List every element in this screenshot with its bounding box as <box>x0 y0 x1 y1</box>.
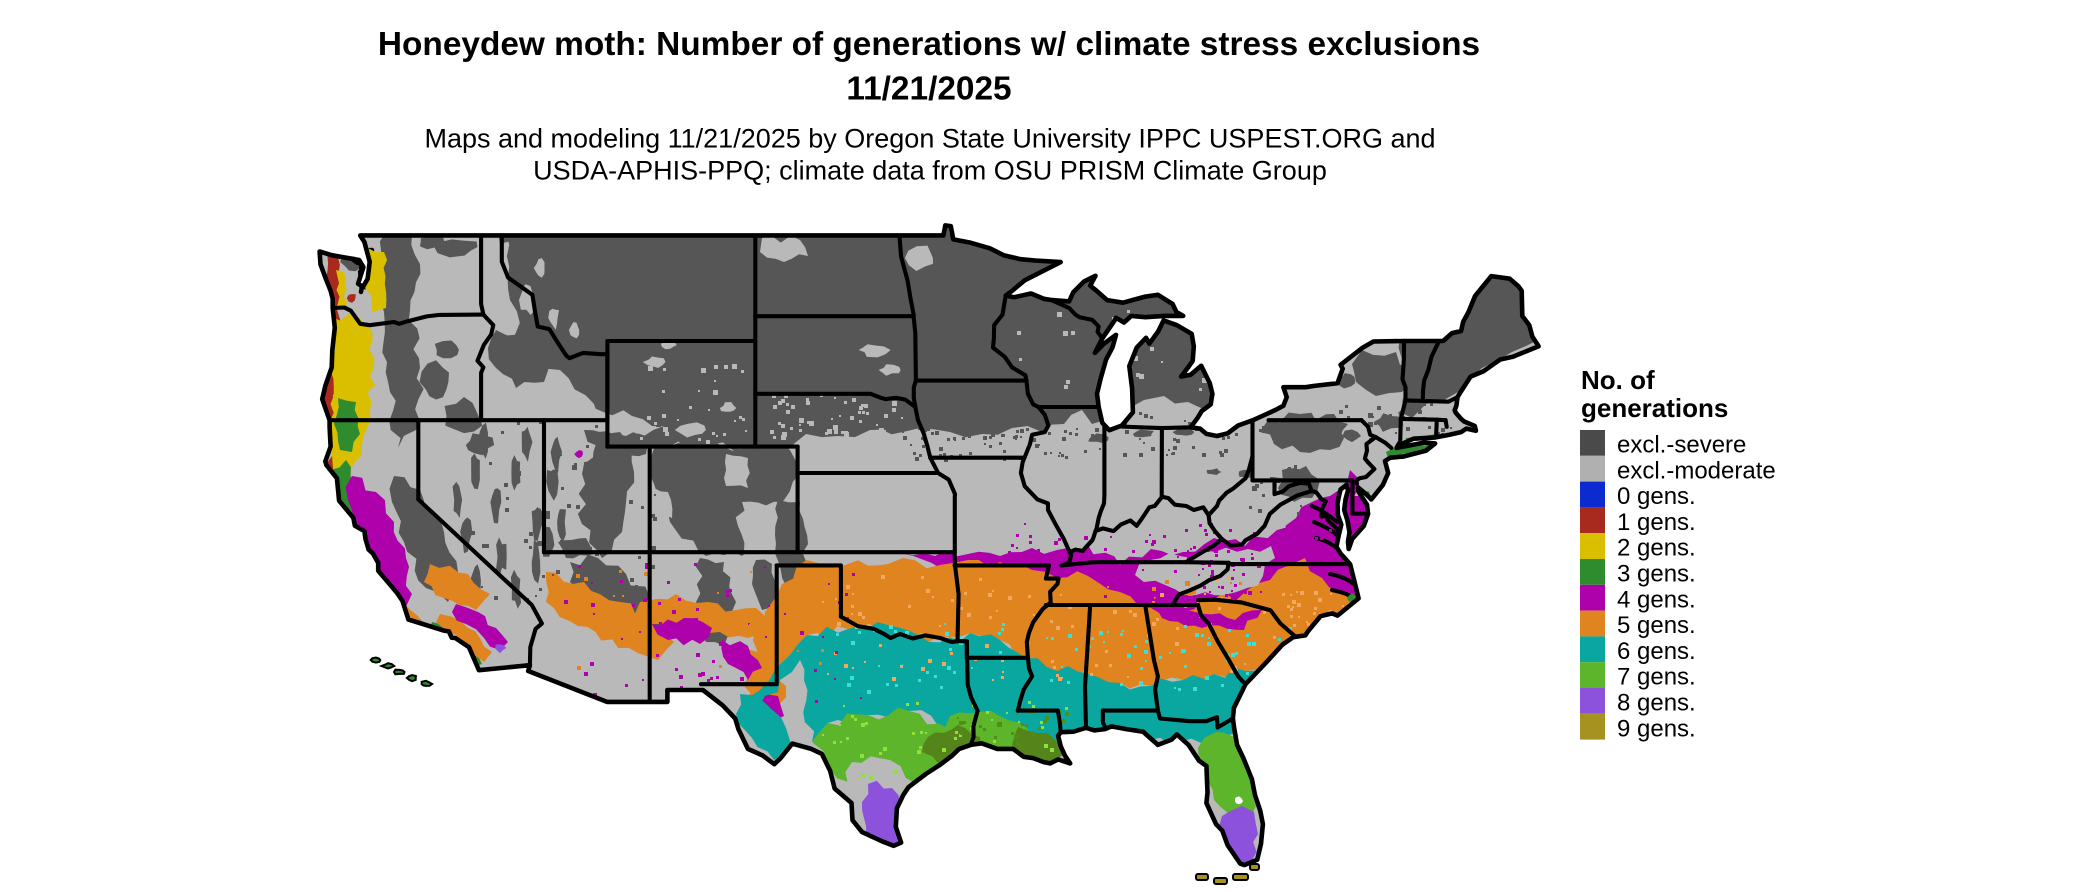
svg-text:7 gens.: 7 gens. <box>1617 664 1696 691</box>
svg-text:9 gens.: 9 gens. <box>1617 715 1696 742</box>
svg-text:excl.-severe: excl.-severe <box>1617 432 1746 459</box>
svg-text:excl.-moderate: excl.-moderate <box>1617 457 1776 484</box>
svg-text:11/21/2025: 11/21/2025 <box>846 71 1011 108</box>
svg-text:5 gens.: 5 gens. <box>1617 612 1696 639</box>
svg-text:generations: generations <box>1581 393 1728 423</box>
svg-text:Maps and modeling 11/21/2025 b: Maps and modeling 11/21/2025 by Oregon S… <box>424 124 1435 154</box>
svg-text:2 gens.: 2 gens. <box>1617 535 1696 562</box>
svg-text:8 gens.: 8 gens. <box>1617 690 1696 717</box>
svg-text:USDA-APHIS-PPQ; climate data f: USDA-APHIS-PPQ; climate data from OSU PR… <box>533 156 1327 186</box>
svg-text:0 gens.: 0 gens. <box>1617 483 1696 510</box>
svg-text:6 gens.: 6 gens. <box>1617 638 1696 665</box>
svg-text:Honeydew moth: Number of gener: Honeydew moth: Number of generations w/ … <box>378 26 1480 63</box>
svg-text:1 gens.: 1 gens. <box>1617 509 1696 536</box>
svg-text:3 gens.: 3 gens. <box>1617 561 1696 588</box>
svg-text:No. of: No. of <box>1581 365 1655 395</box>
svg-text:4 gens.: 4 gens. <box>1617 586 1696 613</box>
